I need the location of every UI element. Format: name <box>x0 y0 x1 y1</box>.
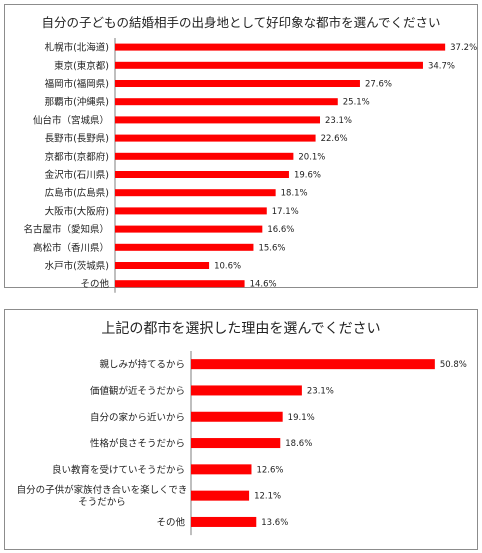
category-label-3: 那覇市(沖縄県) <box>45 96 109 108</box>
value-label-6: 20.1% <box>298 152 325 162</box>
category-label-6: その他 <box>156 516 185 528</box>
category-label-1: 価値観が近そうだから <box>90 385 185 397</box>
bar-2 <box>115 80 360 87</box>
bar-8 <box>115 189 276 197</box>
value-label-4: 23.1% <box>325 116 352 126</box>
category-label-13: その他 <box>80 278 109 290</box>
value-label-6: 13.6% <box>261 518 288 528</box>
value-label-2: 19.1% <box>288 413 315 423</box>
value-label-1: 23.1% <box>307 386 334 396</box>
category-label-4: 仙台市（宮城県） <box>33 114 109 126</box>
value-label-5: 12.1% <box>254 492 281 502</box>
bar-10 <box>115 225 263 233</box>
value-label-1: 34.7% <box>428 61 455 71</box>
bar-2 <box>191 411 283 422</box>
bar-6 <box>115 152 294 160</box>
value-label-8: 18.1% <box>281 189 308 199</box>
category-label-7: 金沢市(石川県) <box>45 169 109 181</box>
category-label-4: 良い教育を受けていそうだから <box>52 464 185 476</box>
value-label-9: 17.1% <box>272 207 299 217</box>
value-label-13: 14.6% <box>250 280 277 290</box>
category-label-5: 自分の子供が家族付き合いを楽しくできそうだから <box>17 484 188 508</box>
category-label-3: 性格が良さそうだから <box>90 438 185 450</box>
bar-4 <box>115 116 321 124</box>
category-label-0: 札幌市(北海道) <box>45 42 109 54</box>
bar-5 <box>115 134 316 142</box>
chart-title-reasons: 上記の都市を選択した理由を選んでください <box>101 321 381 337</box>
value-label-12: 10.6% <box>214 262 241 272</box>
value-label-2: 27.6% <box>365 80 392 90</box>
category-label-8: 広島市(広島県) <box>45 187 109 199</box>
value-label-3: 25.1% <box>343 98 370 108</box>
category-label-12: 水戸市(茨城県) <box>45 260 109 272</box>
bar-chart-reasons: 親しみが持てるから 50.8% 価値観が近そうだから 23.1% 自分の家から近いから 1… <box>17 351 467 536</box>
bar-6 <box>191 516 257 527</box>
value-label-7: 19.6% <box>294 171 321 181</box>
chart-panel-cities: 自分の子どもの結婚相手の出身地として好印象な都市を選んでください 札幌市(北海道… <box>4 4 478 293</box>
category-label-2: 福岡市(福岡県) <box>45 78 109 90</box>
value-label-10: 16.6% <box>267 225 294 235</box>
chart-title-cities: 自分の子どもの結婚相手の出身地として好印象な都市を選んでください <box>41 15 441 30</box>
bar-9 <box>115 207 267 215</box>
bar-0 <box>115 43 446 51</box>
value-label-0: 37.2% <box>450 43 477 53</box>
category-label-line-0: 自分の子供が家族付き合いを楽しくでき <box>17 484 188 496</box>
bar-3 <box>115 98 338 106</box>
value-label-3: 18.6% <box>285 439 312 449</box>
category-label-2: 自分の家から近いから <box>90 411 185 423</box>
bar-7 <box>115 171 289 178</box>
category-label-11: 高松市（香川県） <box>33 242 109 254</box>
bar-chart-cities: 札幌市(北海道) 37.2% 東京(東京都) 34.7% 福岡市(福岡県) 27.6% 那覇… <box>23 38 477 293</box>
bar-5 <box>191 490 250 501</box>
bar-11 <box>115 243 254 251</box>
bar-3 <box>191 438 281 449</box>
value-label-4: 12.6% <box>256 465 283 475</box>
bar-4 <box>191 464 252 475</box>
value-label-0: 50.8% <box>440 360 467 370</box>
category-label-10: 名古屋市（愛知県） <box>23 224 109 236</box>
bar-13 <box>115 280 245 288</box>
bar-12 <box>115 262 210 269</box>
value-label-11: 15.6% <box>258 243 285 253</box>
category-label-0: 親しみが持てるから <box>99 359 185 371</box>
bar-0 <box>191 359 435 370</box>
bar-1 <box>115 61 423 69</box>
value-label-5: 22.6% <box>321 134 348 144</box>
chart-panel-reasons: 上記の都市を選択した理由を選んでください 親しみが持てるから 50.8% 価値観が近… <box>4 309 478 550</box>
category-label-5: 長野市(長野県) <box>45 133 109 145</box>
category-label-6: 京都市(京都府) <box>45 151 109 163</box>
category-label-line-1: そうだから <box>78 497 126 508</box>
category-label-9: 大阪市(大阪府) <box>45 205 109 217</box>
category-label-1: 東京(東京都) <box>54 60 109 72</box>
bar-1 <box>191 385 302 396</box>
